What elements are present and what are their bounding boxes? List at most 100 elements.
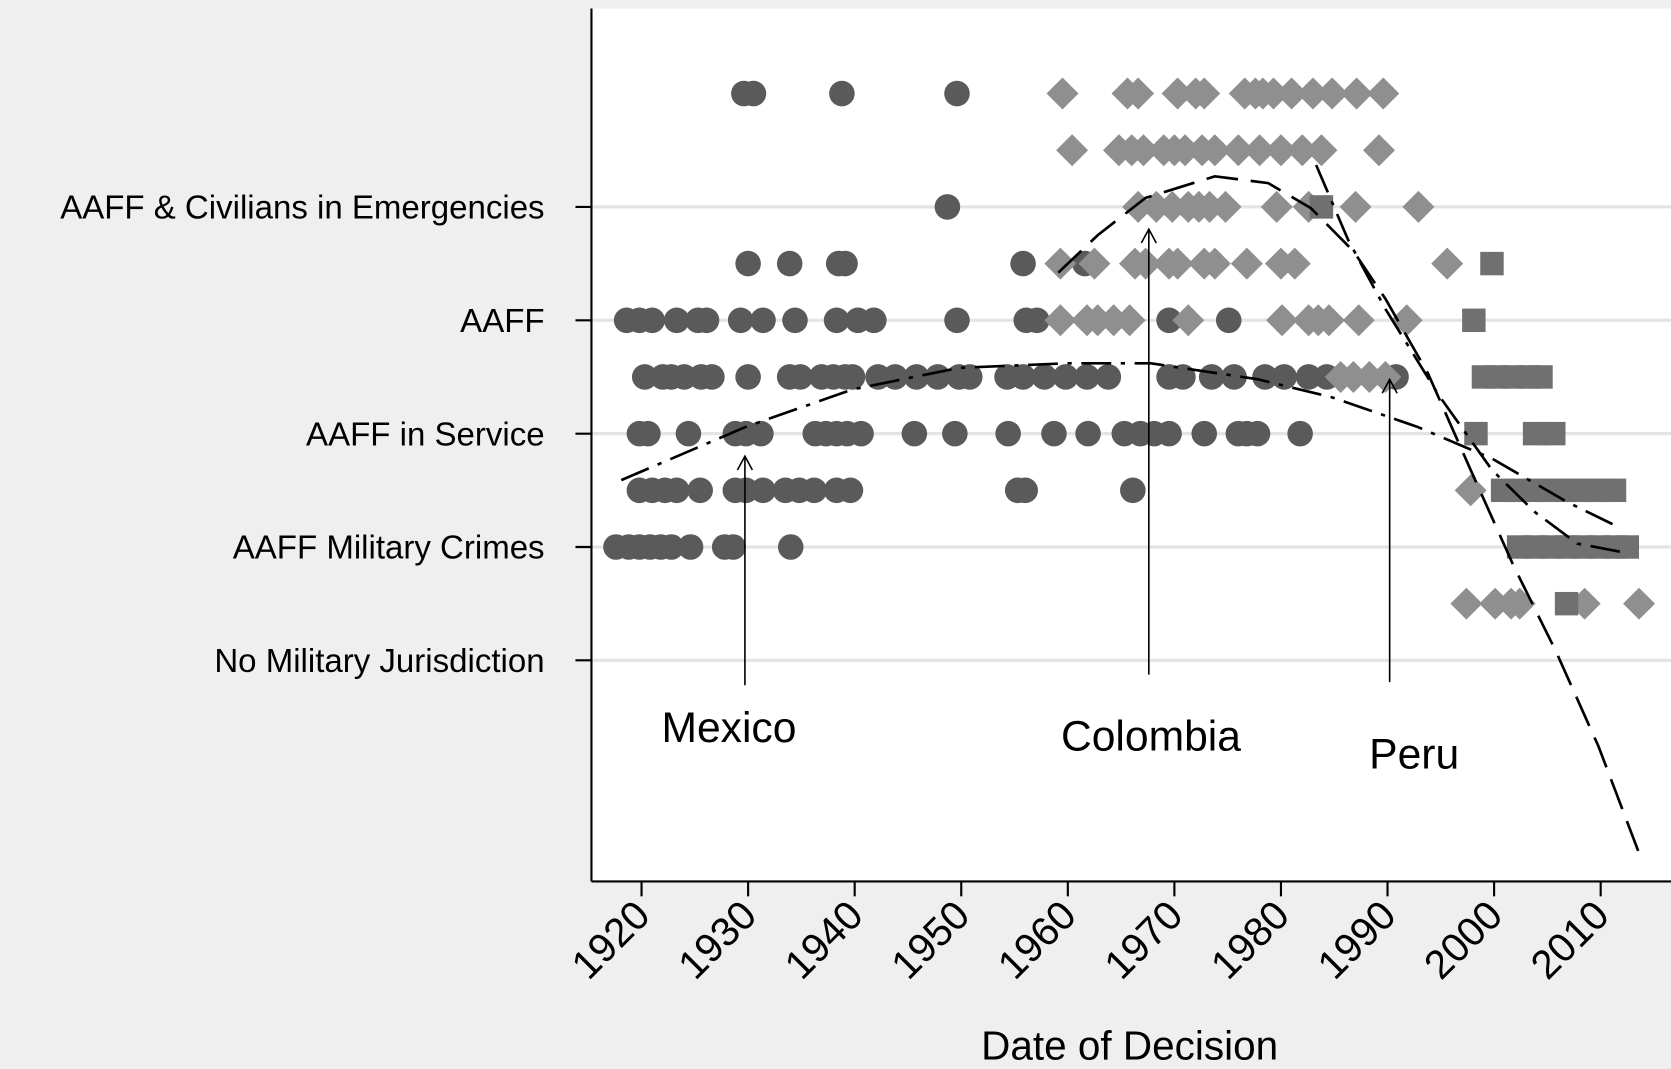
- point: [1287, 420, 1313, 447]
- point: [1044, 304, 1077, 337]
- point: [1161, 247, 1194, 280]
- point: [720, 534, 746, 560]
- point: [1209, 190, 1242, 223]
- point: [1402, 190, 1435, 223]
- point: [829, 80, 855, 107]
- point: [1339, 190, 1372, 223]
- point: [1156, 307, 1182, 334]
- fit-line: [1057, 174, 1641, 854]
- point: [1244, 420, 1271, 447]
- point: [675, 420, 702, 447]
- annotation: Colombia: [1061, 712, 1241, 760]
- point: [1191, 420, 1218, 447]
- point: [1221, 364, 1247, 390]
- fit-line: [620, 362, 1621, 529]
- point: [777, 534, 804, 560]
- point: [848, 420, 874, 447]
- point: [727, 307, 754, 334]
- point: [1024, 307, 1050, 334]
- point: [1044, 247, 1077, 280]
- point: [1113, 304, 1146, 337]
- point: [1156, 420, 1182, 447]
- point: [1340, 77, 1373, 110]
- point: [1295, 364, 1322, 390]
- point: [1041, 420, 1067, 447]
- point: [1046, 77, 1079, 110]
- point: [1342, 304, 1375, 337]
- y-tick-label: AAFF & Civilians in Emergencies: [60, 189, 544, 226]
- point: [1010, 364, 1036, 390]
- fit-lines: [620, 164, 1641, 854]
- point: [735, 364, 761, 390]
- arrow-head: [736, 454, 754, 471]
- point: [750, 307, 776, 334]
- point: [1431, 247, 1464, 280]
- point: [1074, 364, 1100, 390]
- point: [750, 477, 776, 504]
- point: [1010, 250, 1036, 277]
- point: [1252, 364, 1278, 390]
- point: [903, 364, 930, 390]
- point: [1198, 247, 1231, 280]
- point: [1095, 364, 1122, 390]
- point: [944, 80, 970, 107]
- y-tick-label: AAFF: [460, 302, 544, 339]
- point: [901, 420, 928, 447]
- y-tick-label: AAFF in Service: [306, 415, 545, 452]
- point: [1309, 195, 1334, 219]
- point: [1464, 421, 1488, 446]
- arrow-head: [1140, 227, 1157, 244]
- point: [1554, 591, 1579, 616]
- point: [1480, 251, 1504, 276]
- point: [687, 477, 713, 504]
- point: [748, 420, 774, 447]
- point: [934, 194, 961, 220]
- point: [837, 477, 864, 504]
- point: [1602, 478, 1627, 503]
- x-axis-label: Date of Decision: [981, 1022, 1278, 1068]
- point: [1188, 77, 1221, 110]
- y-tick-label: No Military Jurisdiction: [214, 642, 544, 679]
- y-tick-label: AAFF Military Crimes: [233, 529, 545, 566]
- point: [861, 307, 887, 334]
- point: [782, 307, 808, 334]
- point: [677, 534, 704, 560]
- point: [1161, 77, 1194, 110]
- arrow-head: [1381, 377, 1398, 394]
- point: [1075, 420, 1101, 447]
- marks: [603, 77, 1656, 620]
- point: [956, 364, 983, 390]
- annotation: Mexico: [661, 704, 796, 752]
- point: [663, 477, 690, 504]
- point: [823, 307, 850, 334]
- point: [776, 250, 803, 277]
- annotation-arrows: [736, 227, 1398, 686]
- point: [1266, 304, 1299, 337]
- point: [663, 307, 690, 334]
- point: [1615, 535, 1640, 559]
- point: [787, 364, 814, 390]
- point: [1170, 364, 1196, 390]
- point: [1275, 77, 1308, 110]
- point: [1454, 474, 1487, 507]
- fit-line: [1314, 164, 1626, 554]
- point: [1312, 304, 1345, 337]
- point: [1215, 307, 1242, 334]
- point: [1198, 364, 1225, 390]
- point: [1462, 308, 1486, 332]
- point: [832, 250, 858, 277]
- point: [635, 420, 661, 447]
- point: [699, 364, 725, 390]
- point: [1450, 587, 1483, 620]
- point: [735, 250, 761, 277]
- point: [639, 307, 665, 334]
- point: [942, 420, 968, 447]
- point: [1316, 77, 1349, 110]
- point: [995, 420, 1021, 447]
- point: [631, 364, 658, 390]
- point: [1257, 77, 1290, 110]
- point: [1078, 247, 1111, 280]
- point: [1012, 477, 1038, 504]
